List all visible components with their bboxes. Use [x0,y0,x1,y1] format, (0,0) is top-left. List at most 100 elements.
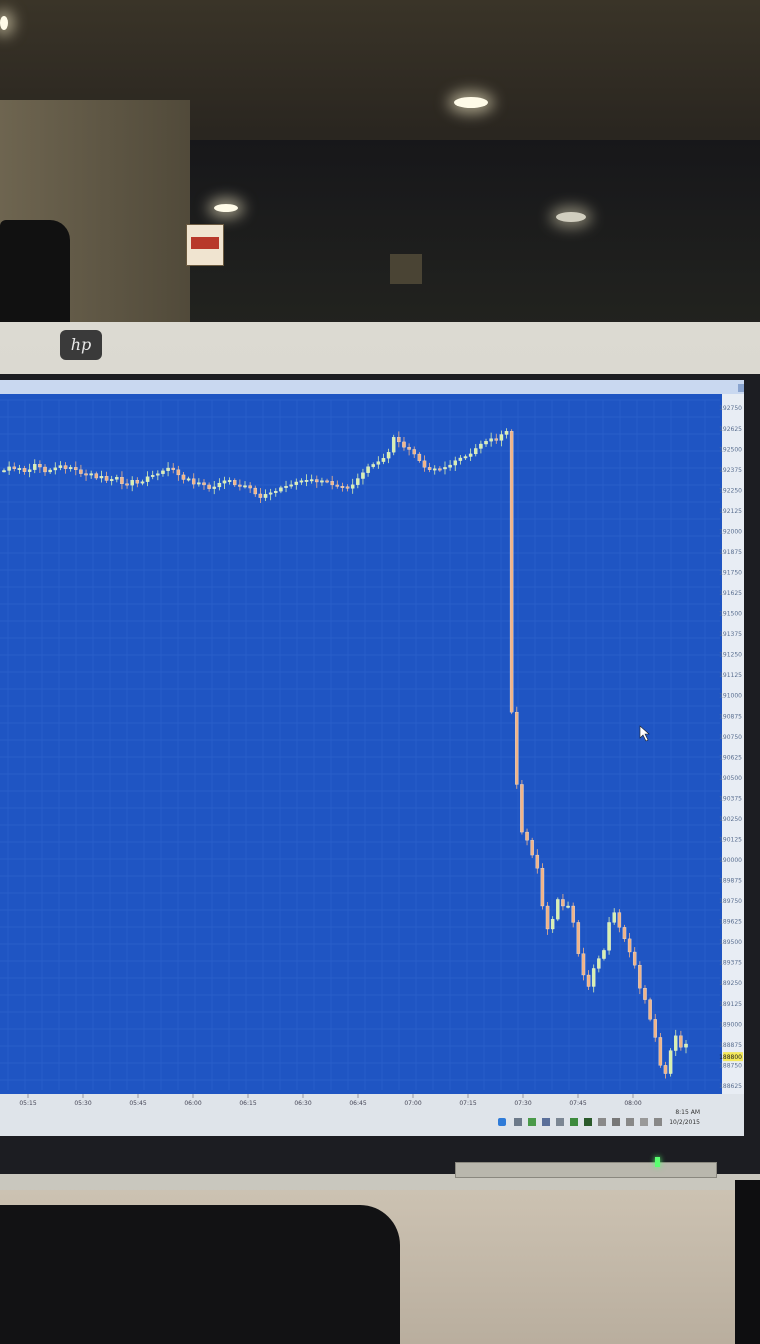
monitor: hp 192750 192625 192500 192375 192250 192125 1… [0,322,760,1222]
candle-body [653,1019,657,1038]
ceiling-light [0,16,8,30]
window-title-bar [0,380,744,394]
candle [525,828,529,846]
y-axis-panel [722,394,744,1094]
candle [125,478,129,489]
candle-body [104,476,109,481]
price-marker: 188800 [719,1052,743,1062]
candle [581,947,586,981]
network-icon[interactable] [598,1118,606,1126]
candle [412,446,416,458]
chart-background [0,380,744,1136]
price-chart[interactable]: 192750 192625 192500 192375 192250 192125 1920… [0,380,744,1136]
monitor-buttons[interactable] [455,1162,717,1178]
candle [274,488,278,497]
candle-body [171,467,175,470]
app-icon[interactable] [570,1118,578,1126]
exit-sign [390,254,422,284]
candle-body [489,438,493,442]
candle-body [197,482,201,485]
ceiling-light [556,212,586,222]
window-control-button[interactable] [738,384,744,392]
candle [427,462,432,473]
candle [89,470,93,479]
x-tick-label: 05:45 [129,1100,146,1107]
y-tick-label: 190250 [719,816,742,823]
y-tick-label: 191000 [719,693,742,700]
app-icon[interactable] [528,1118,536,1126]
candle-body [632,951,637,966]
candle [79,464,83,478]
candle-body [299,480,304,483]
candle [520,779,524,835]
candle-body [212,486,216,489]
candle-body [391,437,396,453]
candle-body [68,467,73,470]
candle-body [668,1050,673,1074]
hp-logo: hp [60,330,102,360]
candle-body [643,987,647,1000]
candle [120,471,124,490]
candle-body [7,466,11,471]
candle-body [525,831,529,841]
candle [407,443,411,456]
app-icon[interactable] [514,1118,522,1126]
candle [68,464,73,472]
x-tick-label: 07:45 [569,1100,586,1107]
candle [181,471,186,484]
candle [566,901,570,909]
candle-body [309,479,314,482]
candle-body [63,465,68,469]
candle-body [340,486,345,488]
candle [366,463,370,477]
mouse-cursor [639,725,650,742]
x-tick-label: 06:45 [349,1100,366,1107]
candle-body [376,461,381,465]
candle [104,471,109,483]
tray-icon[interactable] [626,1118,634,1126]
candle-body [679,1035,683,1048]
candle-body [366,466,370,473]
candle [550,916,555,933]
candle-body [422,460,427,468]
candle [325,478,329,484]
candle-body [576,922,581,954]
candle-body [176,469,181,476]
candle [653,1013,657,1042]
candle [186,476,191,482]
candle [84,469,88,481]
y-tick-label: 189250 [719,980,742,987]
candle-body [474,448,478,455]
candle [53,462,58,475]
candle [515,706,519,789]
candle-body [386,452,391,459]
candle [561,894,565,911]
ceiling-light [214,204,238,212]
candle-body [294,481,299,485]
y-tick-label: 192375 [719,467,742,474]
candle-body [397,437,401,443]
candle [253,485,258,497]
y-tick-label: 191875 [719,549,742,556]
candle [289,480,293,489]
candle-body [330,481,334,486]
start-icon[interactable] [498,1118,506,1126]
candle-body [545,905,550,930]
candle-body [145,476,150,482]
clock-time: 8:15 AM [675,1109,700,1116]
candle-body [58,465,63,468]
candle-body [468,453,473,457]
candle [156,470,160,481]
app-icon[interactable] [556,1118,564,1126]
x-tick-label: 07:00 [404,1100,421,1107]
volume-icon[interactable] [612,1118,620,1126]
tray-icon[interactable] [654,1118,662,1126]
candle-body [27,469,32,472]
app-icon[interactable] [584,1118,592,1126]
app-icon[interactable] [542,1118,550,1126]
candle-body [684,1043,688,1048]
y-tick-label: 189875 [719,878,742,885]
candle-body [289,484,293,487]
tray-icon[interactable] [640,1118,648,1126]
y-tick-label: 191125 [719,672,742,679]
